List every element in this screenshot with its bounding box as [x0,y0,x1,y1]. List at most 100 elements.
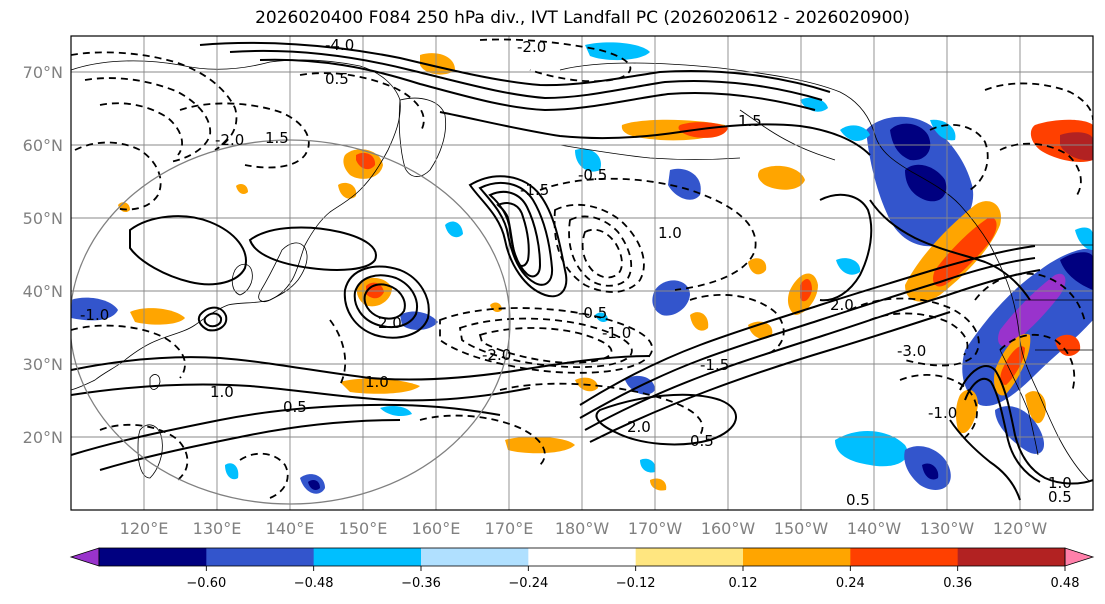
shade-cyan-bering [575,148,601,172]
contour-label: -1.5 [520,181,549,199]
contour-neg-central1 [553,203,645,293]
contour-label: 2.0 [627,418,651,436]
contour-label: 1.0 [658,224,682,242]
contour-neg-north [299,72,425,133]
shade-darkred-ne [1060,132,1093,161]
shade-navy-sub2 [308,480,320,490]
coast-baja [999,349,1039,456]
contour-pos-westcoast [959,365,1093,485]
colorbar-ticks: −0.60 −0.48 −0.36 −0.24 −0.12 0.12 0.24 0.36 0.4… [186,566,1079,591]
colorbar-segment [957,548,1066,566]
contour-pos-north-jet2 [229,49,823,101]
latitude-label-20n: 20°N [23,428,63,447]
contour-label: 1.0 [210,383,234,401]
contour-label: 0.5 [325,70,349,88]
contour-pos-japan-ring3 [363,283,406,320]
coast-bering [739,109,836,161]
contour-neg-westcoast [974,272,1086,323]
longitude-label-140e: 140°E [266,519,315,538]
shade-cyan-center [445,221,463,238]
shade-orange-sub2 [505,436,575,454]
colorbar-tick-label: −0.48 [294,576,334,591]
longitude-label-120e: 120°E [120,519,169,538]
latitude-label-50n: 50°N [23,209,63,228]
contour-label: -0.5 [578,166,607,184]
latitude-label-30n: 30°N [23,355,63,374]
shade-cyan-west-coast [1075,227,1093,250]
longitude-label-130e: 130°E [193,519,242,538]
colorbar-extension-high [1064,547,1095,567]
contour-label: 0.5 [1048,488,1072,506]
contour-pos-japan-ring [343,265,430,339]
contour-label: -0.5 [578,304,607,322]
longitude-label-130w: 130°W [920,519,975,538]
contour-neg-sw2 [99,423,189,483]
shade-blue-sw [995,406,1045,454]
shade-cyan-sub2 [225,463,239,480]
contour-pos-japan-ring2 [353,274,418,329]
shade-red-mid1 [800,278,812,302]
coast-japan [258,242,308,302]
contour-pos-sub2 [99,419,401,471]
contour-label: -4.0 [325,36,354,54]
contour-neg-sub1 [499,382,704,436]
longitude-label-160e: 160°E [412,519,461,538]
contour-label: 1.0 [365,373,389,391]
contours-positive [71,41,1093,501]
shade-cyan-alaska2 [930,119,956,141]
shade-purple-west-coast [998,273,1066,347]
contour-neg-nw1 [71,51,238,151]
contour-pos-wnp-small [197,306,228,332]
contour-pos-sub1 [71,403,501,456]
colorbar [69,547,1095,567]
longitude-label-120w: 120°W [993,519,1048,538]
contour-neg-midocean1 [439,307,653,374]
figure-title: 2026020400 F084 250 hPa div., IVT Landfa… [255,8,910,28]
colorbar-tick-label: −0.60 [186,576,226,591]
contour-neg-sw3 [239,452,289,499]
contour-neg-east2 [869,312,969,356]
contour-neg-central2 [568,215,632,287]
shade-orange-sub1 [340,378,420,394]
contour-label: -3.0 [897,342,926,360]
contour-neg-midocean2 [458,317,633,369]
longitude-label-150w: 150°W [774,519,829,538]
shade-cyan-sub [835,430,908,467]
shade-cyan-mid [836,258,861,275]
shade-orange-mid4 [690,312,709,331]
colorbar-tick-label: 0.12 [729,576,758,591]
latitude-label-60n: 60°N [23,136,63,155]
contour-label: -2.0 [215,131,244,149]
coast-korea [231,263,253,296]
contour-neg-alaska [929,123,989,191]
colorbar-extension-low [69,547,100,567]
colorbar-segment [850,548,959,566]
contour-pos-trough2 [478,181,554,286]
contour-neg-north2 [479,38,632,83]
map-content: -4.0 -2.0 0.5 1.5 -2.0 1.5 1.0 -1.0 -2.0… [71,36,1093,510]
shade-orange-small2 [236,184,248,194]
contour-label: -1.5 [700,356,729,374]
contour-pos-loop-south [595,393,737,446]
contour-pos-aleut [439,111,871,156]
contour-pos-midlat2 [71,383,531,402]
contour-neg-nw5 [179,102,310,169]
coast-taiwan [149,374,161,390]
contour-label: -2.0 [517,38,546,56]
colorbar-segment [528,548,637,566]
contour-label: -1.0 [602,324,631,342]
contour-pos-se [949,419,1021,501]
contour-neg-coast2 [999,333,1076,393]
contour-label: -1.0 [80,306,109,324]
shade-red-baja [1000,346,1025,385]
contours-negative [71,38,1093,499]
longitude-label-170e: 170°E [485,519,534,538]
contour-pos-central3 [584,269,1041,431]
contour-label: -1.0 [928,404,957,422]
contour-label: 1.5 [738,112,762,130]
shade-cyan-alaska [840,125,870,142]
contour-label: 0.5 [283,398,307,416]
colorbar-tick-label: −0.36 [401,576,441,591]
contour-pos-east [819,193,873,302]
shade-blue-chinasea [71,297,118,321]
